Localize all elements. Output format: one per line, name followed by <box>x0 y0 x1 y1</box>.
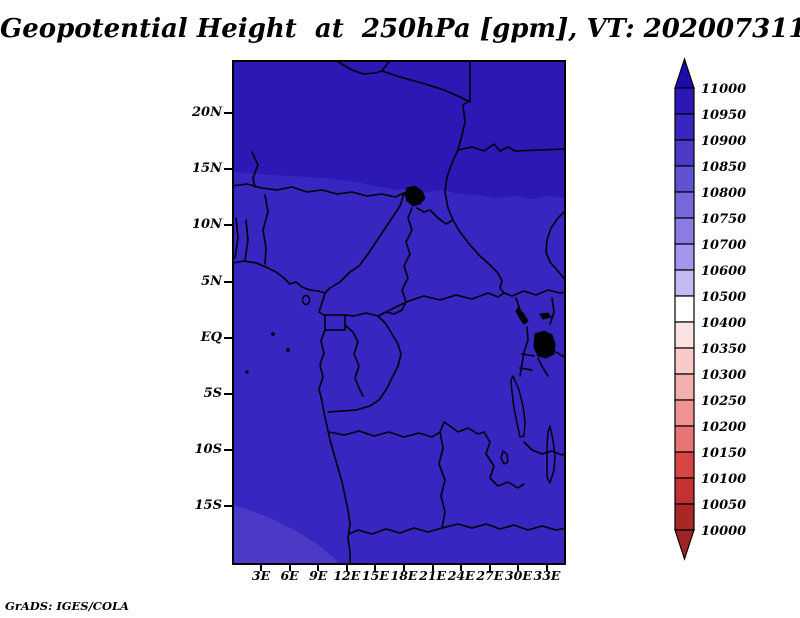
lon-tick <box>260 565 262 571</box>
colorbar-arrow-top-icon <box>674 57 695 89</box>
colorbar-segment <box>674 243 695 271</box>
colorbar-label: 11000 <box>701 82 746 97</box>
colorbar-segment <box>674 165 695 193</box>
colorbar-label: 10200 <box>701 420 746 435</box>
lon-tick <box>460 565 463 571</box>
colorbar-label: 10100 <box>701 472 746 487</box>
island-dot <box>271 332 275 336</box>
lon-tick-label: 12E <box>333 568 361 583</box>
lon-tick <box>345 565 348 571</box>
colorbar-label: 10900 <box>701 134 746 149</box>
lon-tick-label: 15E <box>361 568 389 583</box>
colorbar-label: 10600 <box>701 264 746 279</box>
lake-kyoga <box>539 312 552 320</box>
island-dot <box>286 348 290 352</box>
lon-tick-label: 18E <box>390 568 418 583</box>
colorbar-label: 10300 <box>701 368 746 383</box>
lon-tick-label: 27E <box>476 568 504 583</box>
lat-tick <box>224 280 232 283</box>
colorbar-segment <box>674 373 695 401</box>
lon-tick <box>431 565 434 571</box>
colorbar-segment <box>674 269 695 297</box>
colorbar-label: 10250 <box>701 394 746 409</box>
colorbar-segment <box>674 217 695 245</box>
colorbar-svg: 11000 10950 10900 10850 10800 10750 10700 10600… <box>674 57 746 561</box>
lat-tick <box>224 168 232 171</box>
lat-tick-label: EQ <box>200 329 222 345</box>
lon-tick <box>517 565 520 571</box>
lat-tick-label: 5N <box>201 273 222 289</box>
island-dot <box>245 370 249 374</box>
lon-tick <box>488 565 491 571</box>
colorbar-arrow-bottom-icon <box>674 529 695 561</box>
lat-tick-label: 10N <box>192 217 222 233</box>
lon-tick <box>288 565 291 571</box>
lon-tick-label: 6E <box>280 568 299 583</box>
map-canvas <box>232 60 566 565</box>
lake-chad <box>404 185 426 207</box>
lat-tick-label: 15N <box>192 161 222 177</box>
lon-tick-label: 30E <box>504 568 532 583</box>
map-frame <box>232 60 566 565</box>
colorbar-segment <box>674 87 695 115</box>
lat-tick <box>224 336 232 339</box>
colorbar-segment <box>674 321 695 349</box>
lat-tick <box>224 224 232 227</box>
colorbar-segment <box>674 139 695 167</box>
colorbar-label: 10700 <box>701 238 746 253</box>
colorbar-segment <box>674 347 695 375</box>
lat-tick <box>224 505 232 508</box>
colorbar-label: 10350 <box>701 342 746 357</box>
colorbar-label: 10950 <box>701 108 746 123</box>
lon-tick <box>317 565 320 571</box>
lat-tick <box>224 393 232 395</box>
colorbar-segment <box>674 503 695 531</box>
lat-tick <box>224 112 232 114</box>
colorbar-segment <box>674 295 695 323</box>
map-fill-north-band <box>232 60 566 199</box>
lake-mweru <box>500 450 509 465</box>
islands <box>245 294 311 374</box>
lake-tanganyika <box>510 375 526 438</box>
colorbar-segment <box>674 477 695 505</box>
lat-tick-label: 20N <box>192 105 222 120</box>
colorbar-segment <box>674 191 695 219</box>
colorbar-label: 10000 <box>701 524 746 539</box>
colorbar-label: 10050 <box>701 498 746 513</box>
lon-tick-label: 3E <box>251 568 271 583</box>
bioko-island <box>301 294 311 306</box>
lakes <box>404 185 556 359</box>
colorbar-label: 10750 <box>701 212 746 227</box>
colorbar-label: 10850 <box>701 160 746 175</box>
colorbar-label: 10800 <box>701 186 746 201</box>
colorbar-label: 10150 <box>701 446 746 461</box>
colorbar-segment <box>674 451 695 479</box>
page-title: Geopotential Height at 250hPa [gpm], VT:… <box>0 14 800 44</box>
colorbar-segment <box>674 113 695 141</box>
colorbar-segment <box>674 425 695 453</box>
lat-tick-label: 5S <box>203 386 222 401</box>
lon-tick <box>403 565 405 571</box>
lon-tick <box>546 565 548 571</box>
lat-tick <box>224 449 232 452</box>
lon-tick-label: 24E <box>447 568 475 583</box>
lake-malawi <box>546 425 556 484</box>
lake-albert <box>515 307 529 325</box>
lat-tick-label: 15S <box>194 498 222 514</box>
lake-victoria <box>533 330 556 359</box>
lon-tick <box>374 565 377 571</box>
colorbar-segment <box>674 399 695 427</box>
lat-tick-label: 10S <box>194 442 222 458</box>
lakes-outlined <box>500 375 556 484</box>
lon-tick-label: 33E <box>533 568 561 583</box>
country-borders <box>232 60 566 565</box>
lon-tick-label: 9E <box>309 568 328 583</box>
map-fill-southwest-band <box>232 505 340 565</box>
grads-watermark: GrADS: IGES/COLA <box>5 599 129 613</box>
colorbar-label: 10500 <box>701 290 746 305</box>
colorbar-label: 10400 <box>701 316 746 331</box>
lon-tick-label: 21E <box>419 568 447 583</box>
